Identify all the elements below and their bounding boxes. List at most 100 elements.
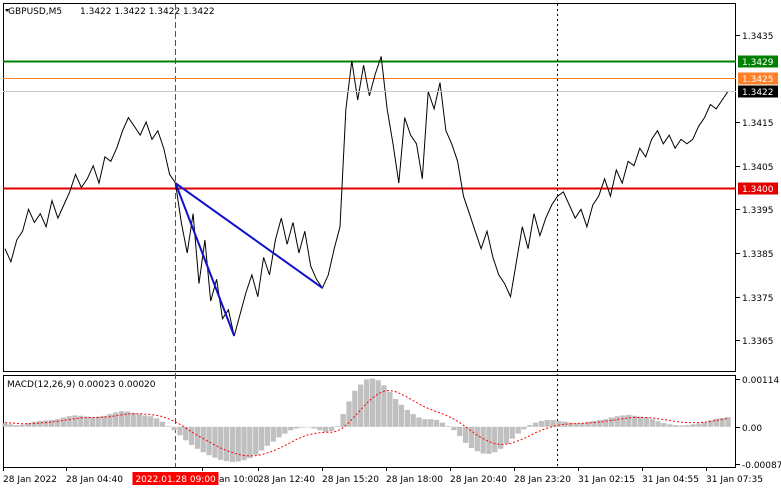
macd-bar [492,426,498,453]
current-price-label: 1.3422 [742,88,774,98]
macd-bar [597,420,603,427]
macd-bar [684,425,690,427]
macd-bar [643,417,649,427]
level-label-bg [738,182,778,195]
macd-bar [2,423,8,427]
macd-y-tick-label: -0.00087 [742,461,781,471]
y-tick-label: 1.3415 [742,119,774,129]
macd-bar [119,411,125,427]
macd-plot-frame [3,375,736,468]
level-label-bg [738,72,778,85]
macd-bar [702,422,708,427]
macd-bar [148,416,154,427]
macd-bar [393,398,399,427]
macd-bar [317,426,323,431]
highlight-date-label: 2022.01.28 09:00 [135,475,216,485]
macd-bar [655,421,661,427]
macd-bar [323,426,329,432]
macd-title: MACD(12,26,9) 0.00023 0.00020 [7,380,156,390]
macd-bar [445,425,451,427]
macd-bar [258,426,265,451]
macd-bar [433,420,440,427]
header-dropdown-icon[interactable] [5,9,9,12]
macd-bar [95,416,101,427]
macd-bar [550,420,556,427]
macd-bar [352,390,358,427]
y-tick-label: 1.3435 [742,32,774,42]
x-tick-label: 31 Jan 07:35 [706,475,763,485]
macd-bar [299,426,305,428]
macd-bar [159,421,166,427]
macd-bar [532,422,539,427]
macd-bar [637,416,644,427]
x-tick-label: 28 Jan 20:40 [450,475,507,485]
macd-bar [387,392,393,427]
macd-bar [241,426,247,461]
level-label-bg [738,55,778,68]
macd-bar [188,426,195,445]
macd-bar [25,423,31,427]
macd-y-tick-label: 0.00114 [742,376,779,386]
x-tick-label: 28 Jan 12:40 [258,475,315,485]
level-label: 1.3400 [742,185,774,195]
macd-bar [690,424,696,427]
macd-bar [632,415,638,427]
macd-bar [620,415,626,427]
macd-bar [101,415,107,427]
macd-bar [463,426,469,443]
macd-bar [521,426,527,430]
macd-bar [480,426,486,454]
macd-bar [288,426,294,431]
macd-bar [538,420,545,427]
macd-bar [363,379,370,427]
macd-bar [311,426,317,429]
x-tick-label: 31 Jan 04:55 [642,475,699,485]
macd-bar [591,420,597,427]
header-ohlc: 1.3422 1.3422 1.3422 1.3422 [80,7,215,17]
macd-bar [206,426,212,456]
macd-bar [14,425,20,427]
x-tick-label: 28 Jan 04:40 [66,475,123,485]
macd-bar [253,426,259,455]
y-tick-label: 1.3375 [742,294,774,304]
macd-bar [183,426,189,441]
macd-bar [544,420,550,427]
macd-bar [223,426,230,462]
macd-bar [66,416,72,427]
macd-bar [84,416,90,427]
macd-bar [194,426,201,449]
x-tick-label: 28 Jan 23:20 [514,475,571,485]
macd-bar [212,426,218,458]
macd-bar [509,426,515,439]
macd-bar [276,426,282,438]
x-tick-label: 28 Jan 2022 [3,475,57,485]
macd-bar [585,421,591,427]
macd-bar [89,417,96,427]
macd-bar [410,414,416,427]
macd-bar [422,419,428,427]
macd-bar [142,415,148,427]
macd-bar [527,425,533,427]
highlight-date-bg [132,472,219,485]
macd-bar [37,420,43,427]
macd-bar [43,420,49,427]
trend-line-2[interactable] [174,182,323,289]
price-series-line [4,56,729,337]
macd-bar [567,422,574,427]
macd-bar [282,426,288,434]
macd-bar [154,418,160,427]
macd-bar [696,423,702,427]
y-tick-label: 1.3405 [742,163,774,173]
x-tick-label: 28 Jan 15:20 [322,475,379,485]
trend-line-1[interactable] [174,182,236,337]
macd-bar [626,414,632,427]
macd-bar [468,426,475,448]
macd-bar [305,426,311,428]
macd-bar [428,419,434,427]
macd-bar [608,417,614,427]
macd-bar [346,401,352,427]
macd-bar [124,411,131,427]
current-price-label-bg [738,85,778,98]
